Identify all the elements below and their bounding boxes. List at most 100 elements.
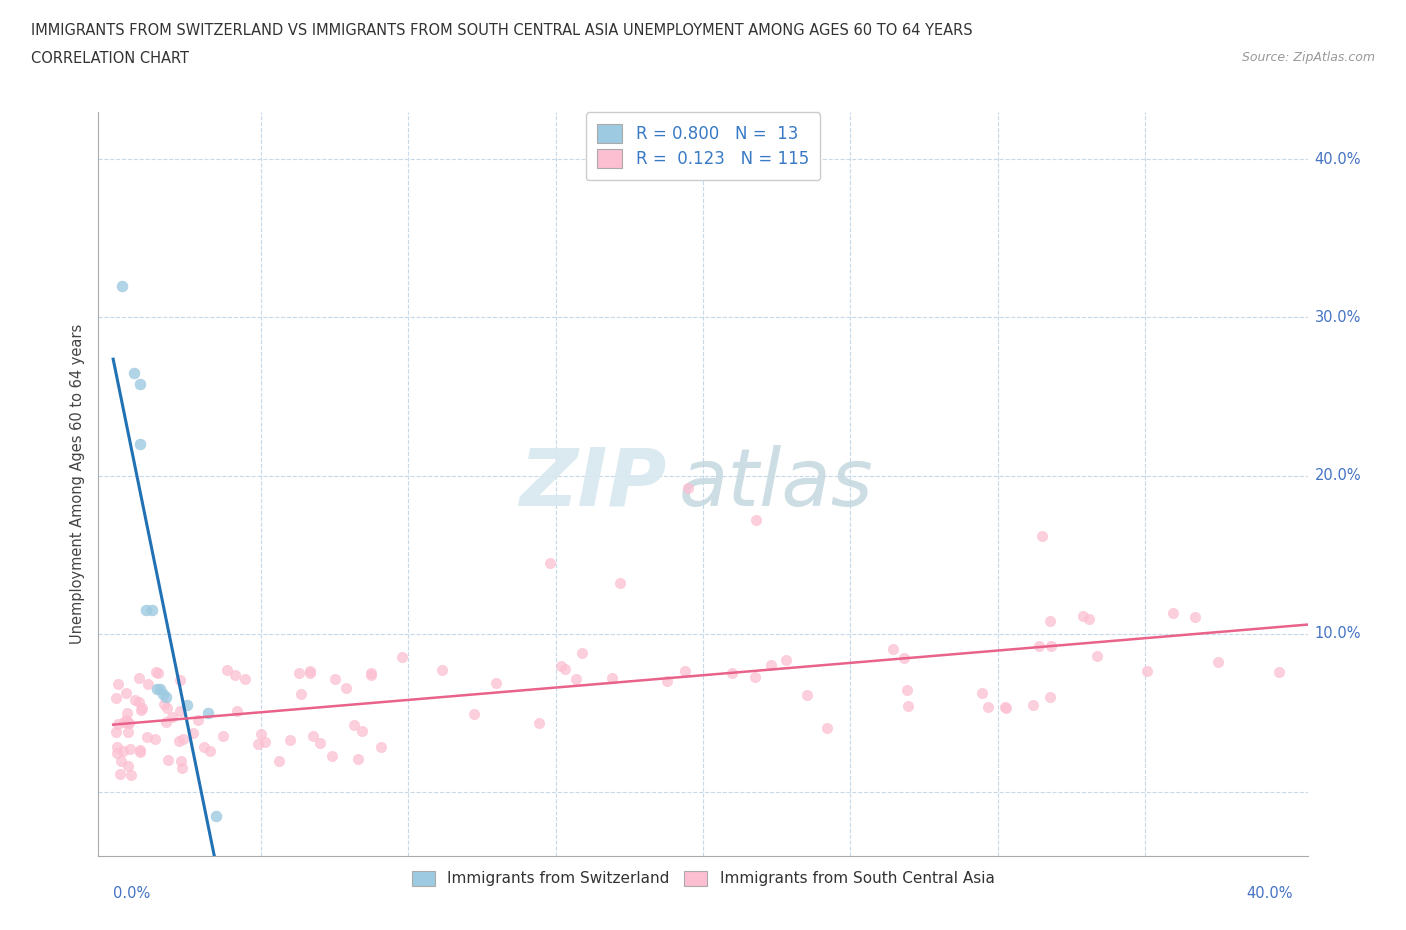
Point [224,668,246,683]
Text: 10.0%: 10.0% [1315,627,1361,642]
Point [108,767,131,782]
Point [135,603,157,618]
Point [269,753,291,768]
Point [1184,609,1206,624]
Point [200,743,222,758]
Point [391,649,413,664]
Point [970,685,993,700]
Point [145,665,167,680]
Point [129,742,152,757]
Point [1136,664,1159,679]
Point [759,658,782,673]
Point [205,808,228,823]
Point [565,671,588,686]
Text: atlas: atlas [679,445,873,523]
Point [1161,605,1184,620]
Point [278,733,301,748]
Point [146,666,169,681]
Point [233,671,256,686]
Point [193,739,215,754]
Point [882,642,904,657]
Point [745,512,768,527]
Point [152,697,174,711]
Point [112,715,135,730]
Point [1085,648,1108,663]
Point [128,671,150,685]
Point [110,753,132,768]
Point [609,576,631,591]
Point [135,729,157,744]
Point [744,670,766,684]
Point [141,603,163,618]
Point [129,744,152,759]
Point [212,728,235,743]
Point [181,725,204,740]
Point [114,712,136,727]
Point [128,377,150,392]
Text: Source: ZipAtlas.com: Source: ZipAtlas.com [1241,51,1375,64]
Point [128,436,150,451]
Point [463,707,485,722]
Point [107,717,129,732]
Text: 40.0%: 40.0% [1246,886,1294,901]
Point [775,653,797,668]
Point [124,693,146,708]
Point [485,676,508,691]
Point [122,365,145,380]
Point [350,724,373,738]
Point [143,732,166,747]
Point [571,645,593,660]
Point [226,704,249,719]
Point [152,686,174,701]
Point [347,751,370,766]
Point [678,481,700,496]
Point [105,690,128,705]
Point [118,742,141,757]
Point [721,665,744,680]
Point [117,725,139,740]
Point [149,682,172,697]
Point [131,700,153,715]
Point [1206,655,1229,670]
Point [197,706,219,721]
Point [1031,528,1053,543]
Point [107,676,129,691]
Point [120,767,142,782]
Point [160,710,183,724]
Point [298,663,321,678]
Point [128,695,150,710]
Point [146,682,169,697]
Point [655,673,678,688]
Point [172,731,194,746]
Point [343,718,366,733]
Point [1268,664,1291,679]
Point [136,677,159,692]
Legend: Immigrants from Switzerland, Immigrants from South Central Asia: Immigrants from Switzerland, Immigrants … [405,864,1001,893]
Point [156,700,179,715]
Point [299,666,322,681]
Point [169,672,191,687]
Point [111,278,134,293]
Point [290,686,312,701]
Point [360,666,382,681]
Text: ZIP: ZIP [519,445,666,523]
Point [302,728,325,743]
Point [323,671,346,686]
Point [111,743,134,758]
Point [169,734,191,749]
Point [893,651,915,666]
Point [994,700,1017,715]
Text: 40.0%: 40.0% [1315,152,1361,166]
Point [115,705,138,720]
Point [117,759,139,774]
Point [114,685,136,700]
Point [360,668,382,683]
Point [309,736,332,751]
Text: CORRELATION CHART: CORRELATION CHART [31,51,188,66]
Point [538,555,561,570]
Point [176,698,198,712]
Point [117,715,139,730]
Point [1022,698,1045,712]
Point [1071,609,1094,624]
Point [105,746,128,761]
